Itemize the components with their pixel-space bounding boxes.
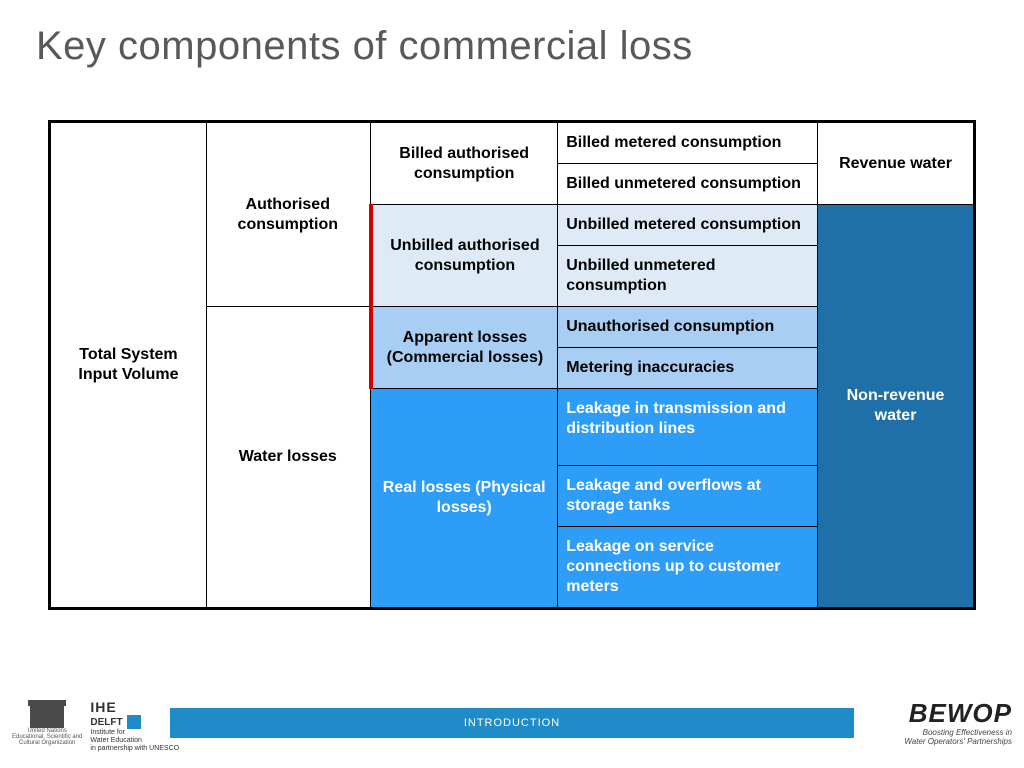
bewop-logo: BEWOP Boosting Effectiveness in Water Op… bbox=[904, 698, 1012, 754]
footer: United Nations Educational, Scientific a… bbox=[0, 698, 1024, 768]
cell-non-revenue-water: Non-revenue water bbox=[818, 205, 974, 608]
cell-unbilled-metered: Unbilled metered consumption bbox=[558, 205, 818, 246]
cell-revenue-water: Revenue water bbox=[818, 123, 974, 205]
bewop-name: BEWOP bbox=[909, 698, 1012, 729]
cell-billed-metered: Billed metered consumption bbox=[558, 123, 818, 164]
unesco-line3: Cultural Organization bbox=[19, 740, 75, 746]
cell-leak-storage: Leakage and overflows at storage tanks bbox=[558, 466, 818, 527]
bewop-tag2: Water Operators' Partnerships bbox=[904, 738, 1012, 747]
cell-real-losses: Real losses (Physical losses) bbox=[371, 389, 558, 608]
cell-unauthorised: Unauthorised consumption bbox=[558, 307, 818, 348]
cell-leak-service: Leakage on service connections up to cus… bbox=[558, 527, 818, 608]
ihe-line1: Institute for bbox=[90, 729, 179, 737]
cell-total-system-input: Total System Input Volume bbox=[51, 123, 207, 608]
page-title: Key components of commercial loss bbox=[0, 0, 1024, 69]
cell-unbilled-unmetered: Unbilled unmetered consumption bbox=[558, 246, 818, 307]
cell-billed-unmetered: Billed unmetered consumption bbox=[558, 164, 818, 205]
ihe-line2: Water Education bbox=[90, 737, 179, 745]
cell-leak-transmission: Leakage in transmission and distribution… bbox=[558, 389, 818, 466]
cell-apparent-losses: Apparent losses (Commercial losses) bbox=[371, 307, 558, 389]
ihe-name: IHE bbox=[90, 700, 116, 715]
cell-unbilled-auth: Unbilled authorised consumption bbox=[371, 205, 558, 307]
ihe-delft: DELFT bbox=[90, 717, 122, 728]
footer-label: INTRODUCTION bbox=[464, 717, 560, 729]
cell-billed-auth: Billed authorised consumption bbox=[371, 123, 558, 205]
cell-water-losses: Water losses bbox=[206, 307, 370, 608]
cell-authorised-consumption: Authorised consumption bbox=[206, 123, 370, 307]
ihe-logo: IHE DELFT Institute for Water Education … bbox=[90, 700, 179, 752]
unesco-logo: United Nations Educational, Scientific a… bbox=[12, 706, 82, 746]
water-balance-table: Total System Input Volume Authorised con… bbox=[48, 120, 976, 610]
ihe-square-icon bbox=[127, 715, 141, 729]
logos-left: United Nations Educational, Scientific a… bbox=[12, 698, 179, 754]
footer-bar: INTRODUCTION bbox=[170, 708, 854, 738]
unesco-temple-icon bbox=[30, 706, 64, 728]
ihe-line3: in partnership with UNESCO bbox=[90, 745, 179, 753]
cell-metering-inaccuracies: Metering inaccuracies bbox=[558, 348, 818, 389]
